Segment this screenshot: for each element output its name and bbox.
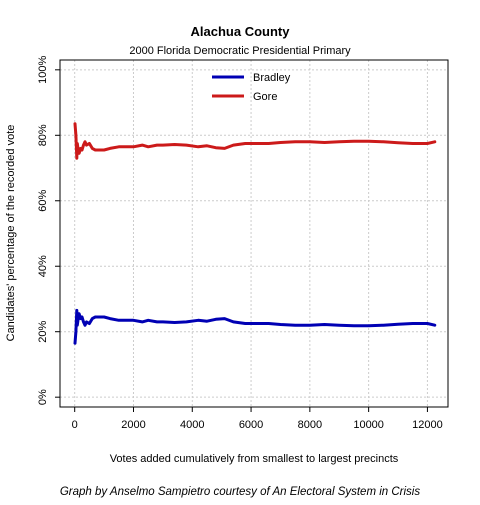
y-axis-label: Candidates' percentage of the recorded v… <box>5 125 17 342</box>
y-tick-label: 100% <box>37 56 49 84</box>
y-tick-label: 40% <box>37 255 49 277</box>
x-tick-label: 12000 <box>412 419 443 431</box>
series-line-gore <box>73 122 437 160</box>
x-tick-label: 10000 <box>353 419 384 431</box>
plot-frame <box>59 59 449 408</box>
grid <box>60 60 448 407</box>
x-axis: 0 2000 4000 6000 8000 10000 12000 <box>72 407 443 431</box>
x-tick-label: 2000 <box>121 419 145 431</box>
legend-label-bradley: Bradley <box>253 72 291 84</box>
x-tick-label: 4000 <box>180 419 204 431</box>
legend-label-gore: Gore <box>253 91 277 103</box>
x-axis-label: Votes added cumulatively from smallest t… <box>110 453 399 465</box>
chart-subtitle: 2000 Florida Democratic Presidential Pri… <box>129 45 351 57</box>
credit-caption: Graph by Anselmo Sampietro courtesy of A… <box>59 486 421 498</box>
x-tick-label: 8000 <box>298 419 322 431</box>
legend: Bradley Gore <box>212 72 291 103</box>
chart-title: Alachua County <box>190 24 290 39</box>
series-line-bradley <box>73 308 437 345</box>
y-tick-label: 20% <box>37 320 49 342</box>
x-tick-label: 0 <box>72 419 78 431</box>
x-tick-label: 6000 <box>239 419 263 431</box>
y-tick-label: 0% <box>37 389 49 405</box>
y-tick-label: 60% <box>37 190 49 212</box>
y-tick-label: 80% <box>37 124 49 146</box>
series-lines <box>73 122 437 345</box>
y-axis: 0% 20% 40% 60% 80% 100% <box>37 56 60 405</box>
